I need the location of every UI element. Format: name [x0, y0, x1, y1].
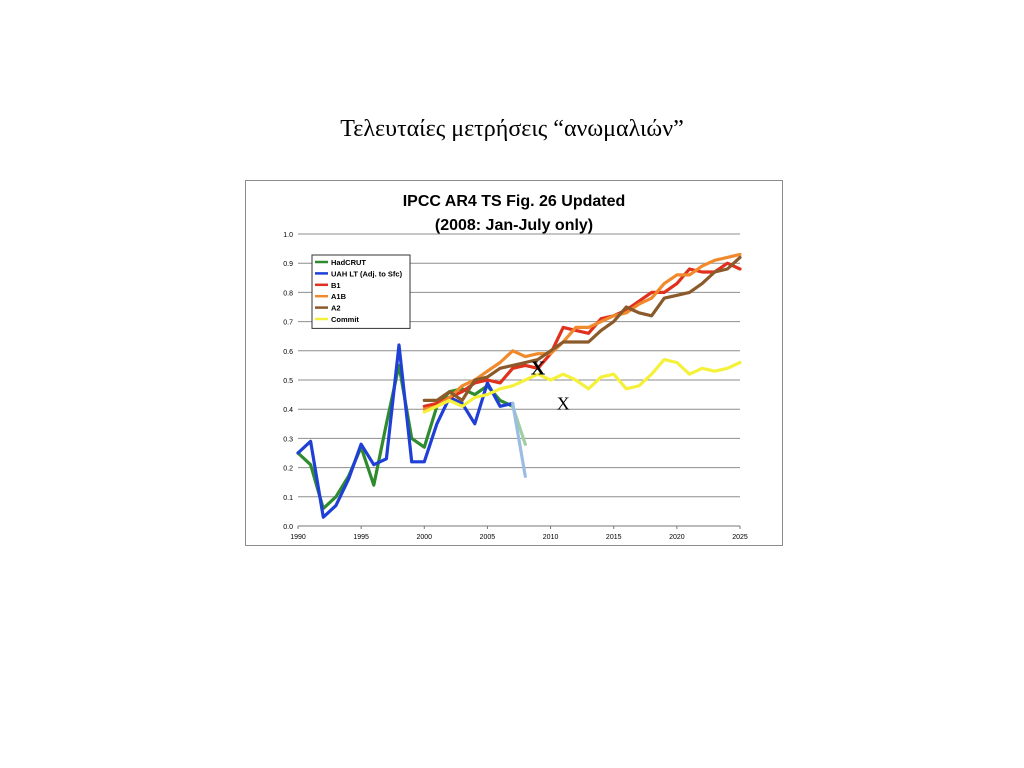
legend-label: UAH LT (Adj. to Sfc) [331, 269, 403, 278]
slide-title: Τελευταίες μετρήσεις “ανωμαλιών” [340, 116, 684, 142]
annotation-x-mark: X [557, 393, 570, 413]
x-tick-label: 1995 [353, 534, 369, 541]
x-tick-label: 2005 [480, 534, 496, 541]
legend-box [311, 254, 411, 329]
legend-label: HadCRUT [331, 258, 366, 267]
y-tick-label: 1.0 [283, 232, 293, 239]
y-tick-label: 0.6 [283, 349, 293, 356]
commit-line [422, 358, 742, 414]
y-tick-label: 0.7 [283, 320, 293, 327]
hadcrut-line [296, 363, 515, 511]
y-tick-label: 0.1 [283, 495, 293, 502]
x-tick-label: 2010 [543, 534, 559, 541]
y-tick-label: 0.0 [283, 524, 293, 531]
b1-line [422, 261, 742, 408]
legend-label: A2 [331, 304, 341, 313]
chart-subtitle: (2008: Jan-July only) [435, 217, 593, 234]
y-tick-label: 0.5 [283, 378, 293, 385]
x-tick-label: 1990 [290, 534, 306, 541]
chart-title: IPCC AR4 TS Fig. 26 Updated [403, 193, 626, 210]
y-tick-label: 0.3 [283, 436, 293, 443]
annotation-x-mark: X [531, 357, 546, 379]
x-tick-label: 2000 [416, 534, 432, 541]
legend-label: B1 [331, 281, 341, 290]
projection-extension-line [511, 401, 527, 478]
x-tick-label: 2025 [732, 534, 748, 541]
y-tick-label: 0.8 [283, 290, 293, 297]
chart-frame: IPCC AR4 TS Fig. 26 Updated (2008: Jan-J… [245, 180, 783, 546]
x-tick-label: 2020 [669, 534, 685, 541]
a2-line [422, 255, 742, 402]
legend-label: Commit [331, 315, 359, 324]
y-tick-label: 0.4 [283, 407, 293, 414]
uah-lt-adj-to-sfc-line [296, 343, 515, 519]
y-tick-label: 0.9 [283, 261, 293, 268]
x-tick-label: 2015 [606, 534, 622, 541]
line-chart: IPCC AR4 TS Fig. 26 Updated (2008: Jan-J… [283, 193, 748, 541]
legend-label: A1B [331, 292, 347, 301]
y-tick-label: 0.2 [283, 466, 293, 473]
